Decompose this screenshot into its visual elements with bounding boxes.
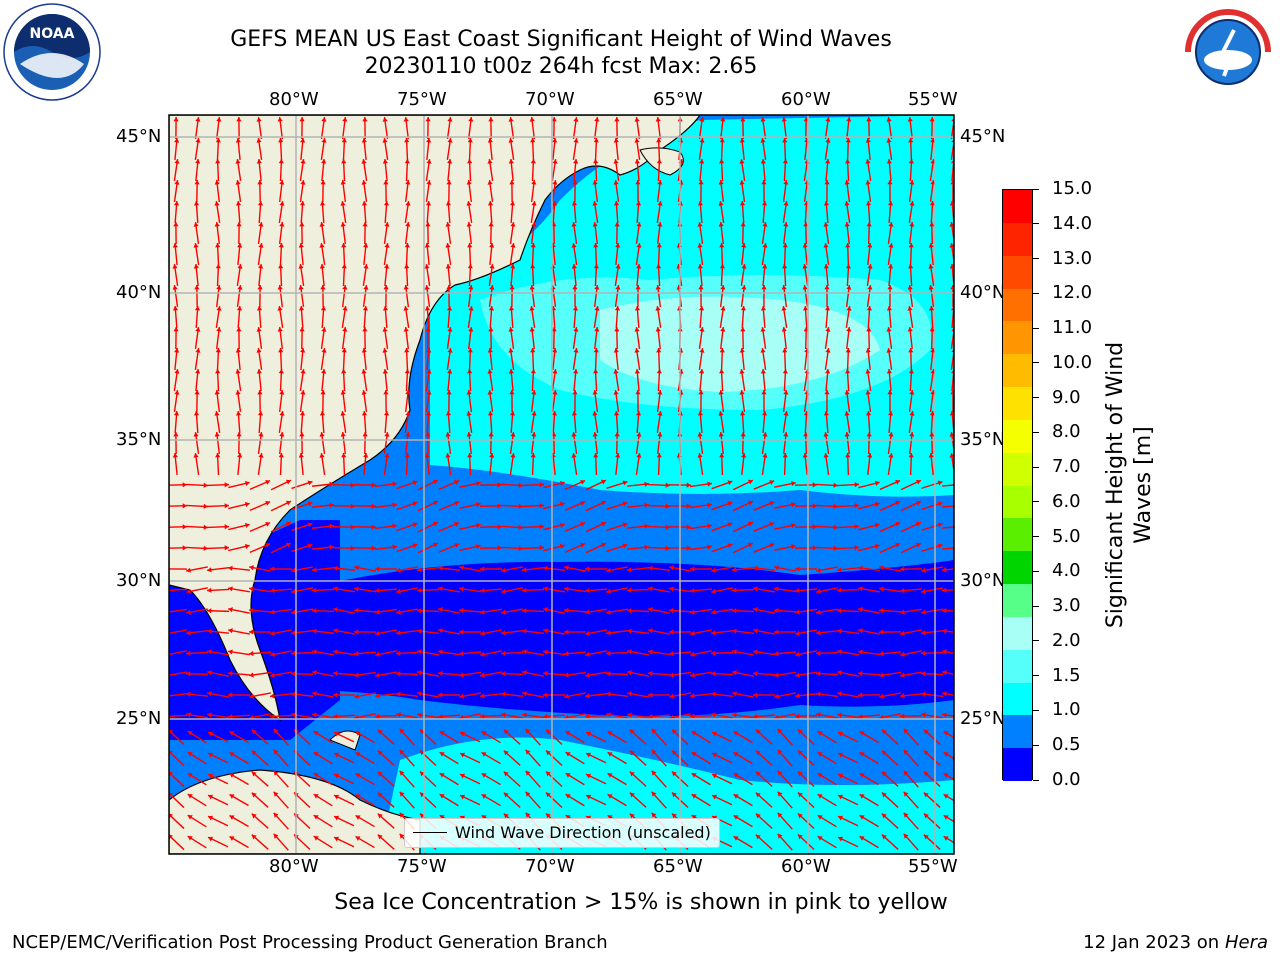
lat-label: 40°N: [960, 282, 1005, 303]
sea-ice-note: Sea Ice Concentration > 15% is shown in …: [160, 890, 1122, 915]
colorbar-tick-mark: [1033, 258, 1039, 259]
footer-organization: NCEP/EMC/Verification Post Processing Pr…: [12, 932, 608, 953]
colorbar-tick-label: 12.0: [1052, 282, 1092, 303]
lon-label: 65°W: [653, 89, 703, 110]
colorbar-tick-mark: [1033, 432, 1039, 433]
lat-label: 45°N: [116, 126, 161, 147]
colorbar: [1002, 189, 1033, 780]
lon-label: 60°W: [781, 856, 831, 877]
colorbar-tick-label: 11.0: [1052, 317, 1092, 338]
footer-date: 12 Jan 2023 on Hera: [1083, 932, 1268, 953]
colorbar-tick-label: 0.0: [1052, 769, 1081, 790]
colorbar-tick-mark: [1033, 293, 1039, 294]
colorbar-tick-mark: [1033, 675, 1039, 676]
lon-label: 70°W: [525, 89, 575, 110]
colorbar-tick-label: 13.0: [1052, 248, 1092, 269]
colorbar-tick-label: 7.0: [1052, 456, 1081, 477]
colorbar-tick-mark: [1033, 710, 1039, 711]
lat-label: 35°N: [960, 429, 1005, 450]
colorbar-segment: [1003, 223, 1032, 256]
footer-date-text: 12 Jan 2023 on: [1083, 932, 1219, 953]
colorbar-tick-label: 8.0: [1052, 421, 1081, 442]
map-legend: Wind Wave Direction (unscaled): [404, 818, 720, 848]
colorbar-segment: [1003, 256, 1032, 289]
lon-label: 80°W: [269, 856, 319, 877]
colorbar-tick-label: 2.0: [1052, 630, 1081, 651]
lon-label: 80°W: [269, 89, 319, 110]
colorbar-segment: [1003, 453, 1032, 486]
legend-line-swatch: [413, 832, 447, 833]
colorbar-tick-mark: [1033, 536, 1039, 537]
colorbar-segment: [1003, 420, 1032, 453]
colorbar-tick-label: 1.5: [1052, 665, 1081, 686]
lat-label: 30°N: [960, 570, 1005, 591]
lat-label: 25°N: [116, 708, 161, 729]
lat-label: 25°N: [960, 708, 1005, 729]
colorbar-title: Significant Height of Wind Waves [m]: [1102, 325, 1158, 645]
colorbar-tick-label: 5.0: [1052, 526, 1081, 547]
colorbar-tick-mark: [1033, 780, 1039, 781]
legend-label: Wind Wave Direction (unscaled): [455, 823, 711, 842]
colorbar-segment: [1003, 617, 1032, 650]
colorbar-segment: [1003, 683, 1032, 716]
colorbar-tick-mark: [1033, 467, 1039, 468]
colorbar-segment: [1003, 518, 1032, 551]
lon-label: 60°W: [781, 89, 831, 110]
colorbar-tick-mark: [1033, 571, 1039, 572]
colorbar-segment: [1003, 289, 1032, 322]
footer-machine: Hera: [1225, 932, 1268, 953]
colorbar-tick-mark: [1033, 501, 1039, 502]
colorbar-segment: [1003, 354, 1032, 387]
lon-label: 65°W: [653, 856, 703, 877]
colorbar-segment: [1003, 387, 1032, 420]
colorbar-tick-label: 0.5: [1052, 734, 1081, 755]
lon-label: 55°W: [908, 856, 958, 877]
colorbar-tick-label: 4.0: [1052, 560, 1081, 581]
colorbar-tick-label: 9.0: [1052, 387, 1081, 408]
colorbar-tick-mark: [1033, 397, 1039, 398]
colorbar-tick-mark: [1033, 745, 1039, 746]
colorbar-tick-label: 10.0: [1052, 352, 1092, 373]
colorbar-tick-mark: [1033, 606, 1039, 607]
colorbar-segment: [1003, 715, 1032, 748]
lon-label: 70°W: [525, 856, 575, 877]
colorbar-segment: [1003, 748, 1032, 781]
colorbar-tick-label: 6.0: [1052, 491, 1081, 512]
colorbar-tick-mark: [1033, 328, 1039, 329]
colorbar-tick-label: 15.0: [1052, 178, 1092, 199]
colorbar-tick-mark: [1033, 189, 1039, 190]
lat-label: 40°N: [116, 282, 161, 303]
colorbar-segment: [1003, 650, 1032, 683]
lat-label: 35°N: [116, 429, 161, 450]
lon-label: 55°W: [908, 89, 958, 110]
colorbar-tick-label: 14.0: [1052, 213, 1092, 234]
map-plot-area: [165, 115, 964, 854]
colorbar-tick-mark: [1033, 223, 1039, 224]
lat-label: 30°N: [116, 570, 161, 591]
wave-map: [0, 0, 1280, 960]
colorbar-segment: [1003, 190, 1032, 223]
colorbar-segment: [1003, 584, 1032, 617]
colorbar-tick-label: 1.0: [1052, 699, 1081, 720]
lon-label: 75°W: [397, 89, 447, 110]
colorbar-tick-mark: [1033, 640, 1039, 641]
colorbar-segment: [1003, 321, 1032, 354]
colorbar-tick-label: 3.0: [1052, 595, 1081, 616]
colorbar-tick-mark: [1033, 362, 1039, 363]
lon-label: 75°W: [397, 856, 447, 877]
lat-label: 45°N: [960, 126, 1005, 147]
colorbar-segment: [1003, 551, 1032, 584]
colorbar-segment: [1003, 486, 1032, 519]
